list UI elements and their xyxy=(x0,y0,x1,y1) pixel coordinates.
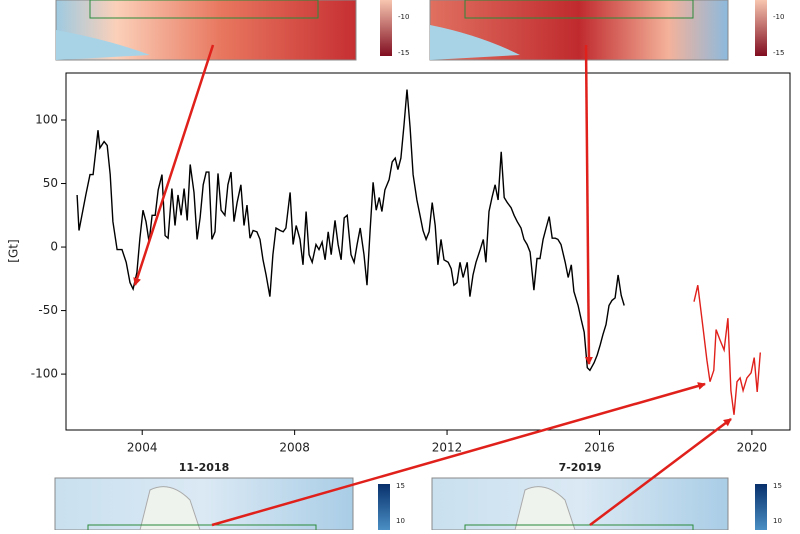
arrow xyxy=(584,44,593,365)
x-tick-label: 2004 xyxy=(127,441,158,455)
arrow xyxy=(133,44,215,286)
arrow xyxy=(589,418,732,526)
arrow xyxy=(211,382,706,527)
inset-title: 7-2019 xyxy=(559,461,602,474)
y-tick-label: 0 xyxy=(50,240,58,254)
y-tick-label: -100 xyxy=(31,367,58,381)
map xyxy=(431,477,729,531)
x-tick-label: 2012 xyxy=(432,441,463,455)
colorbar-label: 10 xyxy=(773,517,782,525)
y-axis-label: [Gt] xyxy=(7,239,21,262)
y-tick-label: 50 xyxy=(43,176,58,190)
arrows xyxy=(133,44,732,527)
x-tick-label: 2008 xyxy=(279,441,310,455)
y-tick-label: -50 xyxy=(38,303,58,317)
map xyxy=(54,477,354,531)
colorbar-label: 15 xyxy=(773,482,782,490)
region-box xyxy=(464,0,694,19)
map-insets xyxy=(54,0,767,532)
x-tick-label: 2016 xyxy=(584,441,615,455)
colorbar-label: 10 xyxy=(396,517,405,525)
colorbar xyxy=(380,0,392,56)
sea xyxy=(430,25,520,60)
series-line xyxy=(76,89,625,372)
inset-labels: -10 -15 -10 -15 15 10 15 10 xyxy=(396,13,784,525)
colorbar xyxy=(755,0,767,56)
y-tick-label: 100 xyxy=(35,113,58,127)
region-box xyxy=(89,0,319,19)
colorbar-label: -15 xyxy=(398,49,409,57)
colorbar-label: -15 xyxy=(773,49,784,57)
plot-area: -100 -50 0 50 100 2004 2008 2012 2016 2020 xyxy=(31,89,768,455)
colorbar xyxy=(755,484,767,530)
colorbar-label: 15 xyxy=(396,482,405,490)
colorbar-label: -10 xyxy=(398,13,409,21)
sea xyxy=(56,30,150,60)
x-tick-label: 2020 xyxy=(737,441,768,455)
colorbar xyxy=(378,484,390,530)
series-line xyxy=(693,285,761,415)
inset-title: 11-2018 xyxy=(179,461,230,474)
colorbar-label: -10 xyxy=(773,13,784,21)
plot-frame xyxy=(65,72,791,431)
